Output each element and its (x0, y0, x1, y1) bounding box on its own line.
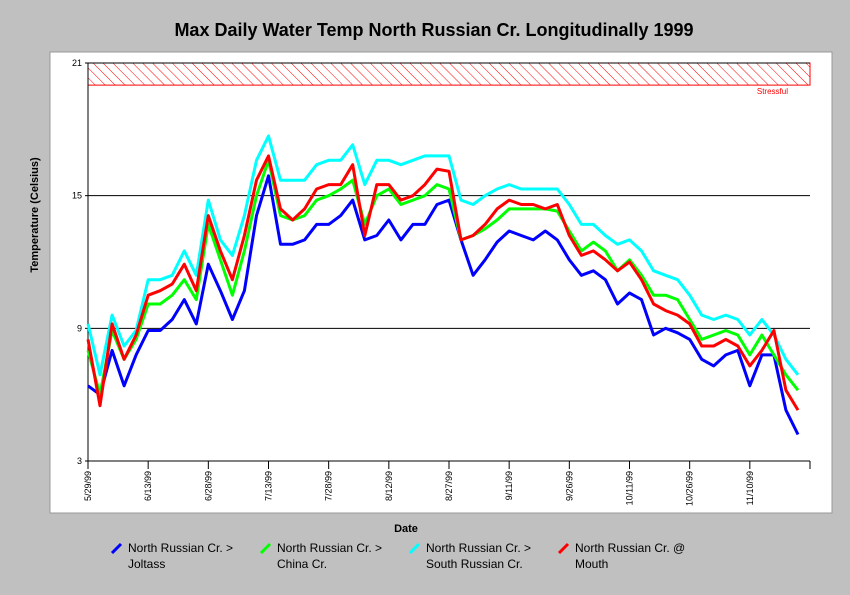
legend-line (110, 542, 123, 554)
y-tick-label: 9 (77, 323, 82, 333)
x-tick-label: 7/13/99 (264, 471, 274, 501)
x-tick-label: 6/28/99 (203, 471, 213, 501)
y-tick-label: 3 (77, 456, 82, 466)
y-tick-label: 15 (72, 191, 82, 201)
series-line (86, 134, 800, 377)
chart-title: Max Daily Water Temp North Russian Cr. L… (174, 20, 693, 40)
legend-swatch (259, 542, 272, 554)
x-tick-label: 7/28/99 (324, 471, 334, 501)
legend-swatch (557, 542, 570, 554)
legend-swatch (110, 542, 123, 554)
legend-label: North Russian Cr. > Joltass (128, 541, 234, 571)
legend-label: North Russian Cr. > South Russian Cr. (426, 541, 532, 571)
x-tick-label: 5/29/99 (83, 471, 93, 501)
legend-swatch (408, 542, 421, 554)
series-line (86, 154, 800, 411)
stress-label: Stressful (757, 87, 788, 96)
plot: Stressful 3 9 15 21 5/29/99 6/13/99 6/28/99 7/13… (72, 58, 811, 506)
y-tick-label: 21 (72, 58, 82, 68)
legend-item: North Russian Cr. @ Mouth (557, 540, 700, 572)
x-axis-label: Date (394, 523, 418, 535)
x-tick-label: 9/26/99 (564, 471, 574, 501)
legend-label: North Russian Cr. @ Mouth (575, 541, 686, 571)
x-tick-label: 9/11/99 (504, 471, 514, 500)
plot-panel (49, 51, 833, 514)
y-axis-label: Temperature (Celsius) (29, 157, 41, 273)
legend-line (259, 542, 272, 554)
legend-item: North Russian Cr. > Joltass (110, 540, 253, 572)
legend-item: North Russian Cr. > China Cr. (259, 540, 402, 572)
legend-line (408, 542, 421, 554)
x-tick-label: 10/26/99 (685, 471, 695, 506)
legend-item: North Russian Cr. > South Russian Cr. (408, 540, 551, 572)
x-tick-label: 8/27/99 (444, 471, 454, 501)
legend: North Russian Cr. > Joltass North Russian… (0, 540, 850, 580)
stress-band (87, 62, 811, 86)
legend-line (557, 542, 570, 554)
x-tick-label: 6/13/99 (143, 471, 153, 501)
x-tick-label: 8/12/99 (384, 471, 394, 501)
legend-label: North Russian Cr. > China Cr. (277, 541, 383, 571)
x-tick-label: 10/11/99 (625, 471, 635, 505)
x-tick-label: 11/10/99 (745, 471, 755, 505)
series-line (87, 174, 800, 436)
